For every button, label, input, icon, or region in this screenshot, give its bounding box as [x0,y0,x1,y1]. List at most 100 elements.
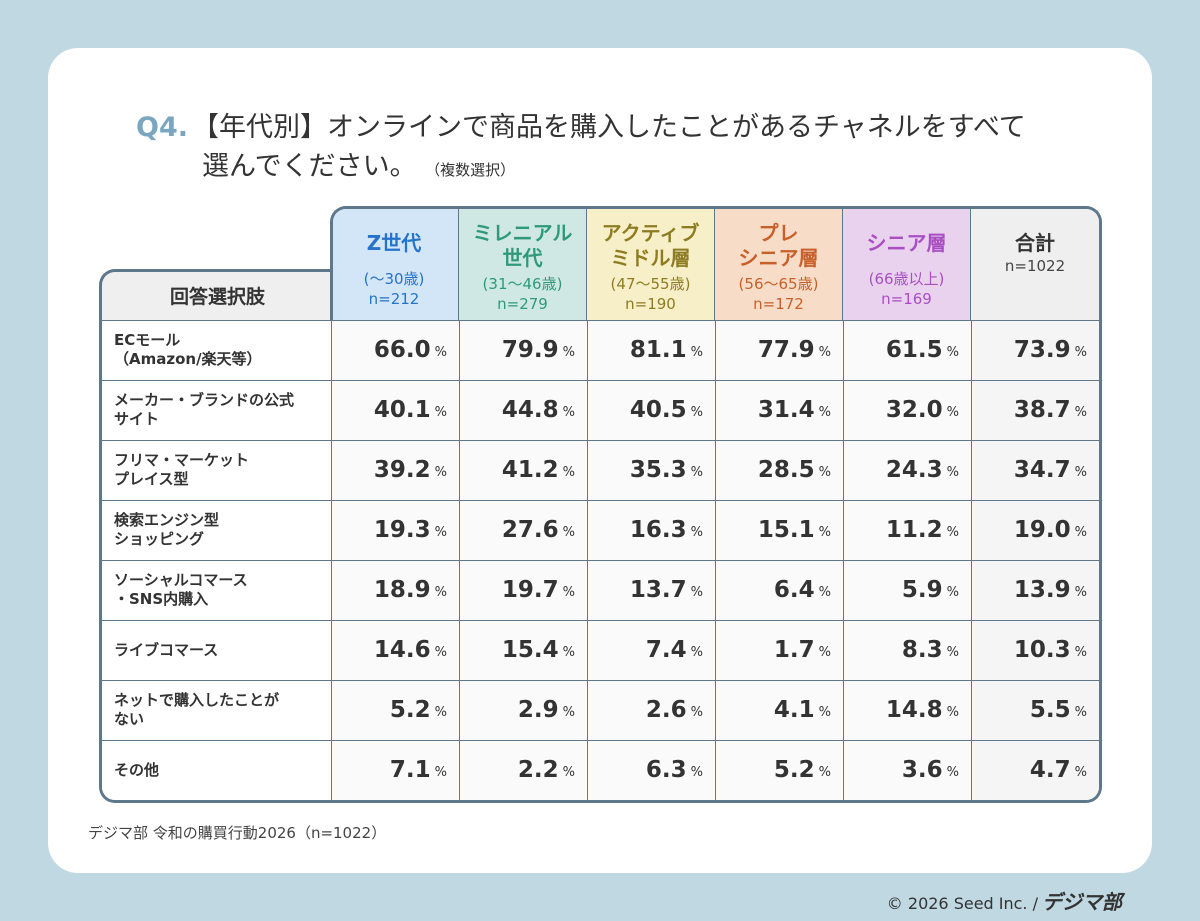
value-cell: 6.4% [716,560,844,620]
results-table: ECモール （Amazon/楽天等） 66.0% 79.9% 81.1% 77.9% 61… [99,320,1102,803]
value-number: 5.2 [389,697,431,723]
percent-unit: % [946,405,959,420]
value-cell: 27.6% [460,500,588,560]
value-number: 4.1 [773,697,815,723]
question-text-line1: 【年代別】オンラインで商品を購入したことがあるチャネルをすべて [192,112,1026,143]
row-label: その他 [102,740,332,800]
column-age: (56～65歳) [738,275,819,293]
value-number: 10.3 [1013,637,1071,663]
row-label: 検索エンジン型 ショッピング [102,500,332,560]
question-number: Q4. [136,112,188,143]
value-cell: 38.7% [972,380,1099,440]
table-row: ECモール （Amazon/楽天等） 66.0% 79.9% 81.1% 77.9% 61… [102,321,1099,380]
copyright-text: © 2026 Seed Inc. / [886,894,1038,913]
percent-unit: % [562,585,575,600]
value-number: 2.9 [517,697,559,723]
value-cell: 10.3% [972,620,1099,680]
percent-unit: % [818,405,831,420]
percent-unit: % [562,465,575,480]
value-number: 19.0 [1013,517,1071,543]
column-age: (31～46歳) [482,275,563,293]
value-cell: 3.6% [844,740,972,800]
label-header: 回答選択肢 [99,269,333,322]
value-number: 5.5 [1029,697,1071,723]
percent-unit: % [690,344,703,360]
value-number: 3.6 [901,757,943,783]
value-number: 11.2 [885,517,943,543]
column-name-line: プレ [758,221,799,245]
column-n: n=1022 [1004,257,1066,275]
percent-unit: % [562,344,575,360]
column-n: n=172 [753,295,804,313]
percent-unit: % [434,645,447,660]
percent-unit: % [946,585,959,600]
value-number: 40.5 [629,397,687,423]
value-number: 66.0 [373,336,431,363]
percent-unit: % [434,465,447,480]
value-cell: 2.2% [460,740,588,800]
value-cell: 31.4% [716,380,844,440]
value-number: 18.9 [373,577,431,603]
column-header: Z世代 (～30歳) n=212 [333,209,458,322]
value-number: 13.9 [1013,577,1071,603]
value-cell: 4.1% [716,680,844,740]
column-name: プレ シニア層 [715,221,842,271]
column-header: プレ シニア層 (56～65歳) n=172 [714,209,842,322]
value-cell: 61.5% [844,321,972,380]
percent-unit: % [562,765,575,780]
value-number: 73.9 [1013,336,1071,363]
value-number: 5.2 [773,757,815,783]
value-number: 2.6 [645,697,687,723]
row-label: メーカー・ブランドの公式 サイト [102,380,332,440]
value-cell: 14.8% [844,680,972,740]
value-cell: 4.7% [972,740,1099,800]
value-number: 6.4 [773,577,815,603]
percent-unit: % [434,585,447,600]
question-text-line2: 選んでください。 [202,151,417,182]
value-cell: 14.6% [332,620,460,680]
column-name-line: ミドル層 [610,246,691,270]
column-header: ミレニアル 世代 (31～46歳) n=279 [458,209,586,322]
copyright: © 2026 Seed Inc. / デジマ部 [887,886,1122,915]
row-label: フリマ・マーケット プレイス型 [102,440,332,500]
column-name-line: 世代 [502,246,543,270]
percent-unit: % [818,525,831,540]
question-title-line2: 選んでください。 （複数選択） [202,147,515,190]
value-number: 4.7 [1029,757,1071,783]
percent-unit: % [946,344,959,360]
percent-unit: % [690,405,703,420]
percent-unit: % [818,585,831,600]
percent-unit: % [946,765,959,780]
value-number: 27.6 [501,517,559,543]
value-number: 15.1 [757,517,815,543]
value-number: 35.3 [629,457,687,483]
logo: デジマ部 [1042,890,1122,914]
value-cell: 15.4% [460,620,588,680]
percent-unit: % [946,525,959,540]
value-number: 14.6 [373,637,431,663]
value-number: 44.8 [501,397,559,423]
percent-unit: % [818,344,831,360]
percent-unit: % [1074,645,1087,660]
percent-unit: % [1074,344,1087,360]
value-cell: 18.9% [332,560,460,620]
percent-unit: % [818,705,831,720]
percent-unit: % [690,585,703,600]
table-row: その他 7.1% 2.2% 6.3% 5.2% 3.6% 4.7% [102,739,1099,800]
value-number: 5.9 [901,577,943,603]
value-cell: 28.5% [716,440,844,500]
value-cell: 5.2% [716,740,844,800]
percent-unit: % [690,765,703,780]
row-label: ライブコマース [102,620,332,680]
percent-unit: % [946,645,959,660]
value-cell: 13.9% [972,560,1099,620]
value-number: 24.3 [885,457,943,483]
value-number: 7.1 [389,757,431,783]
percent-unit: % [562,525,575,540]
table-row: 検索エンジン型 ショッピング 19.3% 27.6% 16.3% 15.1% 11.2% 1… [102,499,1099,560]
source-note: デジマ部 令和の購買行動2026（n=1022） [88,824,387,842]
value-cell: 66.0% [332,321,460,380]
value-cell: 16.3% [588,500,716,560]
value-number: 14.8 [885,697,943,723]
value-cell: 44.8% [460,380,588,440]
